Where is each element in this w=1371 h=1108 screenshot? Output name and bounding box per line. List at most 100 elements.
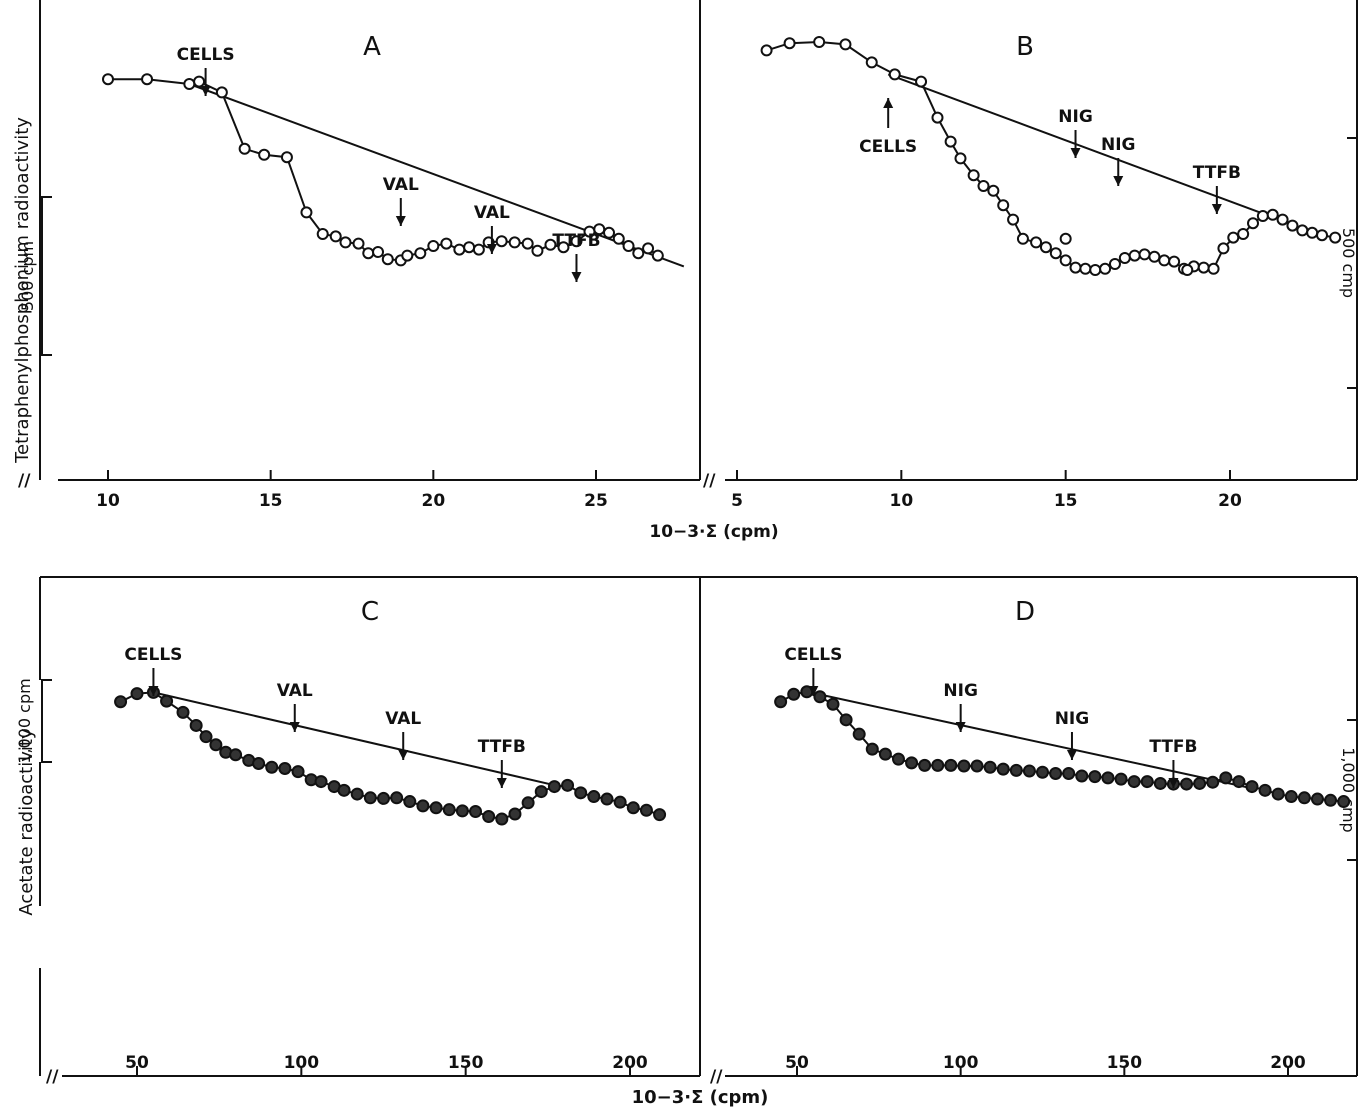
data-point [774,695,788,709]
data-point [613,795,627,809]
data-point [300,206,313,219]
x-tick-label: 15 [259,491,283,511]
axis-break-a: // [18,471,31,491]
data-point [1099,262,1112,275]
data-point [141,73,154,86]
data-point [316,228,329,240]
data-point [561,778,575,792]
data-point [852,727,866,741]
data-point [813,690,827,704]
x-tick-label: 200 [612,1053,648,1073]
data-point [372,246,385,258]
x-tick-label: 15 [1054,491,1078,511]
data-point [1049,766,1063,780]
data-point [363,791,377,805]
data-point [1049,247,1062,260]
data-point [1108,258,1121,270]
bottom-x-axis-label: 10−3∙Σ (cpm) [632,1087,769,1108]
axis-break-d: // [710,1067,723,1087]
data-point [977,180,990,192]
series-line [766,40,1336,272]
data-point [997,199,1010,212]
data-point [547,780,561,794]
data-point [176,705,190,719]
baseline-line [153,691,558,787]
data-point [534,785,548,799]
data-point [813,36,826,48]
data-point [1247,217,1260,230]
data-point [1016,232,1029,245]
data-point [339,236,352,249]
annotation-label: NIG [1101,135,1136,155]
arrow-head [883,98,894,108]
data-point [1022,764,1036,778]
data-point [521,237,534,250]
data-point [1193,776,1207,790]
data-point [381,253,394,266]
data-point [970,759,984,773]
data-point [600,792,614,806]
data-point [544,238,557,251]
data-point [160,694,174,708]
annotation-label: VAL [383,175,419,195]
x-tick-label: 20 [1218,491,1242,511]
data-point [469,805,483,819]
arrow-head [398,750,409,760]
chart-panels: A 10 15 20 25 500 cpm CELLS VAL VAL TTFB B 5 10 15 20 5… [15,32,1358,1076]
data-point [865,742,879,756]
scale-bar-label: 500 cmp [1339,228,1358,298]
x-tick-label: 200 [1270,1053,1306,1073]
data-point [996,762,1010,776]
data-point [905,756,919,770]
panel-title: C [361,597,379,627]
data-point [570,235,583,248]
scale-bar [41,679,52,763]
data-point [642,242,655,255]
data-point [1227,231,1240,244]
panel-title: B [1016,32,1034,62]
data-point [329,230,342,243]
data-point [1310,792,1324,806]
data-point [215,86,228,99]
data-point [1256,210,1269,222]
data-point [1245,780,1259,794]
data-point [337,783,351,797]
annotation-label: NIG [1058,107,1093,127]
data-point [1168,255,1181,268]
annotation-label: TTFB [1149,737,1197,757]
data-point [472,243,485,256]
annotation-label: CELLS [859,137,917,157]
scale-bar [41,196,52,356]
panel-title: A [363,32,381,62]
data-point [442,803,456,817]
arrow-head [289,722,300,732]
data-point [1276,213,1289,226]
data-point [632,247,645,260]
data-point [1153,776,1167,790]
data-point [102,73,114,86]
data-point [1306,226,1319,239]
panel-title: D [1015,597,1035,627]
panel-d-frame [700,576,1358,1077]
data-point [238,142,251,155]
annotation-label: VAL [385,709,421,729]
data-point [639,803,653,817]
data-point [915,75,928,88]
data-point [1219,771,1233,785]
data-point [1158,254,1171,267]
data-point [954,152,967,165]
data-point [1217,242,1230,255]
data-point [1089,264,1102,276]
data-point [1180,777,1194,791]
annotation-label: NIG [943,681,978,701]
top-x-axis-label: 10−3∙Σ (cpm) [649,522,778,542]
data-point [587,790,601,804]
data-point [1258,783,1272,797]
data-point [1207,262,1220,275]
data-point [651,249,664,262]
arrow-head [808,686,819,696]
data-point [1079,262,1092,275]
data-point [429,801,443,815]
data-point [1127,775,1141,789]
data-point [967,169,980,182]
